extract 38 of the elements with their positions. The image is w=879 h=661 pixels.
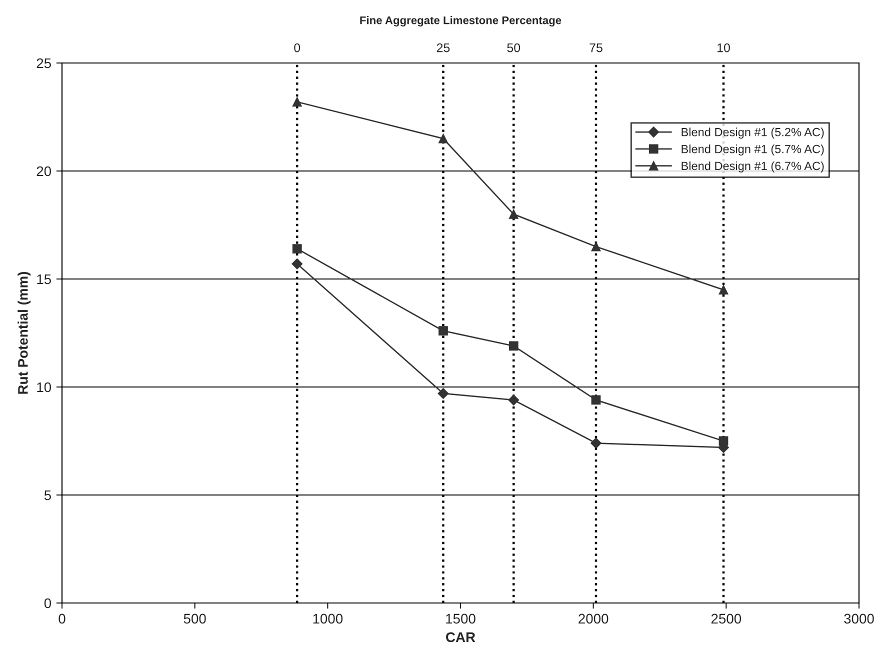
point (438, 388, 449, 399)
x-tick-label: 500 (184, 614, 206, 624)
x-tick-label: 3000 (844, 614, 874, 624)
y-tick-label: 5 (44, 490, 51, 500)
annotation: 75 (590, 43, 602, 52)
point (508, 210, 518, 219)
x-tick-label: 1500 (446, 614, 476, 624)
point (590, 438, 602, 449)
point (508, 341, 518, 351)
annotation: 25 (436, 43, 450, 52)
annotation: 0 (294, 43, 300, 52)
x-tick-label: 2500 (711, 614, 742, 624)
y-tick-label: 10 (37, 382, 52, 392)
point (718, 285, 728, 294)
x-tick-label: 2000 (578, 614, 608, 624)
x-axis-title: CAR (446, 632, 476, 642)
point (718, 436, 728, 446)
point (292, 258, 303, 270)
legend-label: Blend Design #1 (5.2% AC) (682, 128, 824, 139)
chart-title: Fine Aggregate Limestone Percentage (360, 16, 562, 26)
annotation: 50 (507, 43, 520, 52)
y-tick-label: 25 (36, 58, 52, 68)
point (591, 395, 601, 405)
point (438, 326, 448, 336)
x-tick-label: 0 (58, 614, 66, 624)
point (591, 242, 601, 252)
y-tick-label: 15 (37, 274, 52, 284)
point (292, 97, 302, 107)
legend-label: Blend Design #1 (6.7% AC) (682, 161, 824, 172)
y-tick-label: 20 (36, 166, 52, 176)
point (438, 134, 448, 144)
legend-label: Blend Design #1 (5.7% AC) (682, 144, 824, 156)
annotation: 10 (718, 43, 730, 52)
x-tick-label: 1000 (313, 614, 343, 624)
y-axis-title: Rut Potential (mm) (18, 272, 31, 394)
y-tick-label: 0 (44, 598, 52, 608)
point (292, 244, 302, 254)
point (508, 394, 520, 406)
